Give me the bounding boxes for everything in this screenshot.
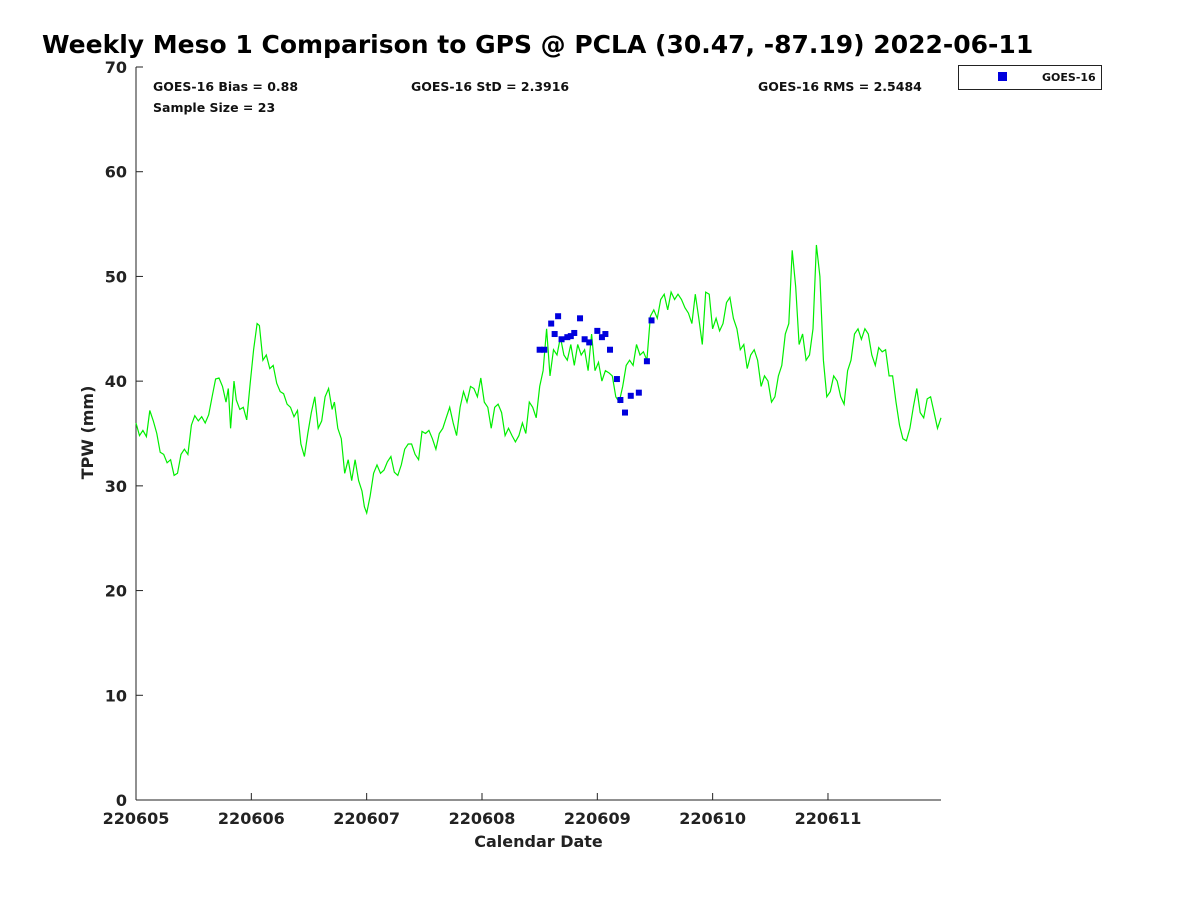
legend: GOES-16 — [958, 65, 1102, 90]
x-tick-label: 220609 — [564, 809, 631, 828]
plot-area — [135, 67, 941, 801]
goes-16-point — [551, 331, 558, 338]
goes-16-point — [555, 313, 562, 320]
stat-rms: GOES-16 RMS = 2.5484 — [758, 79, 922, 94]
y-axis: 0 10 20 30 40 50 60 70 — [105, 58, 143, 810]
x-tick-label: 220608 — [449, 809, 516, 828]
goes-16-point — [558, 336, 565, 343]
goes-16-point — [617, 396, 624, 403]
stat-std: GOES-16 StD = 2.3916 — [411, 79, 569, 94]
goes-16-point — [586, 339, 593, 346]
stat-sample-size: Sample Size = 23 — [153, 100, 275, 115]
goes-16-point — [571, 329, 578, 336]
goes-16-point — [577, 315, 584, 322]
stat-bias: GOES-16 Bias = 0.88 — [153, 79, 298, 94]
legend-marker-goes-16 — [998, 72, 1007, 81]
y-tick-label: 10 — [105, 686, 127, 705]
goes-16-point — [564, 334, 571, 341]
goes-16-point — [602, 331, 609, 338]
goes-16-point — [594, 327, 601, 334]
goes-16-point — [635, 389, 642, 396]
goes-16-point — [598, 334, 605, 341]
chart-title: Weekly Meso 1 Comparison to GPS @ PCLA (… — [42, 30, 1034, 59]
x-tick-label: 220605 — [103, 809, 170, 828]
goes-16-point — [607, 346, 614, 353]
series-goes-16 — [536, 313, 655, 416]
goes-16-point — [567, 333, 574, 340]
goes-16-point — [627, 392, 634, 399]
x-axis: 220605 220606 220607 220608 220609 220610 2206… — [103, 793, 862, 828]
y-axis-label: TPW (mm) — [78, 386, 97, 480]
y-tick-label: 30 — [105, 477, 127, 496]
goes-16-point — [643, 358, 650, 365]
goes-16-point — [548, 320, 555, 327]
goes-16-point — [541, 346, 548, 353]
y-tick-label: 50 — [105, 267, 127, 286]
goes-16-point — [581, 336, 588, 343]
x-tick-label: 220610 — [679, 809, 746, 828]
goes-16-point — [621, 409, 628, 416]
legend-box — [958, 65, 1102, 90]
x-tick-label: 220607 — [333, 809, 400, 828]
x-tick-label: 220606 — [218, 809, 285, 828]
y-tick-label: 70 — [105, 58, 127, 77]
y-tick-label: 20 — [105, 582, 127, 601]
goes-16-point — [536, 346, 543, 353]
y-tick-label: 40 — [105, 372, 127, 391]
goes-16-point — [648, 317, 655, 324]
y-tick-label: 60 — [105, 163, 127, 182]
y-tick-label: 0 — [116, 791, 127, 810]
x-axis-label: Calendar Date — [474, 832, 603, 851]
x-tick-label: 220611 — [795, 809, 862, 828]
series-line-gps — [135, 244, 942, 516]
goes-16-point — [613, 376, 620, 383]
legend-label-goes-16: GOES-16 — [1042, 71, 1096, 84]
